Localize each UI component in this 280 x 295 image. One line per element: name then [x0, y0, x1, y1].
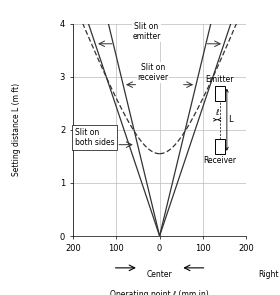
- Text: ℓ: ℓ: [215, 107, 219, 117]
- Text: Slit on
receiver: Slit on receiver: [137, 63, 169, 82]
- Bar: [215, 86, 225, 101]
- Text: Operating point ℓ (mm in): Operating point ℓ (mm in): [110, 290, 209, 295]
- Text: Receiver: Receiver: [204, 156, 236, 165]
- Text: Slit on
both sides: Slit on both sides: [74, 128, 114, 148]
- Text: L: L: [228, 115, 233, 124]
- Text: Slit on
emitter: Slit on emitter: [132, 22, 161, 41]
- Text: Emitter: Emitter: [206, 75, 234, 83]
- Bar: [215, 139, 225, 154]
- Text: Right: Right: [259, 270, 279, 279]
- Text: Center: Center: [147, 270, 172, 279]
- Y-axis label: Setting distance L (m ft): Setting distance L (m ft): [12, 83, 21, 176]
